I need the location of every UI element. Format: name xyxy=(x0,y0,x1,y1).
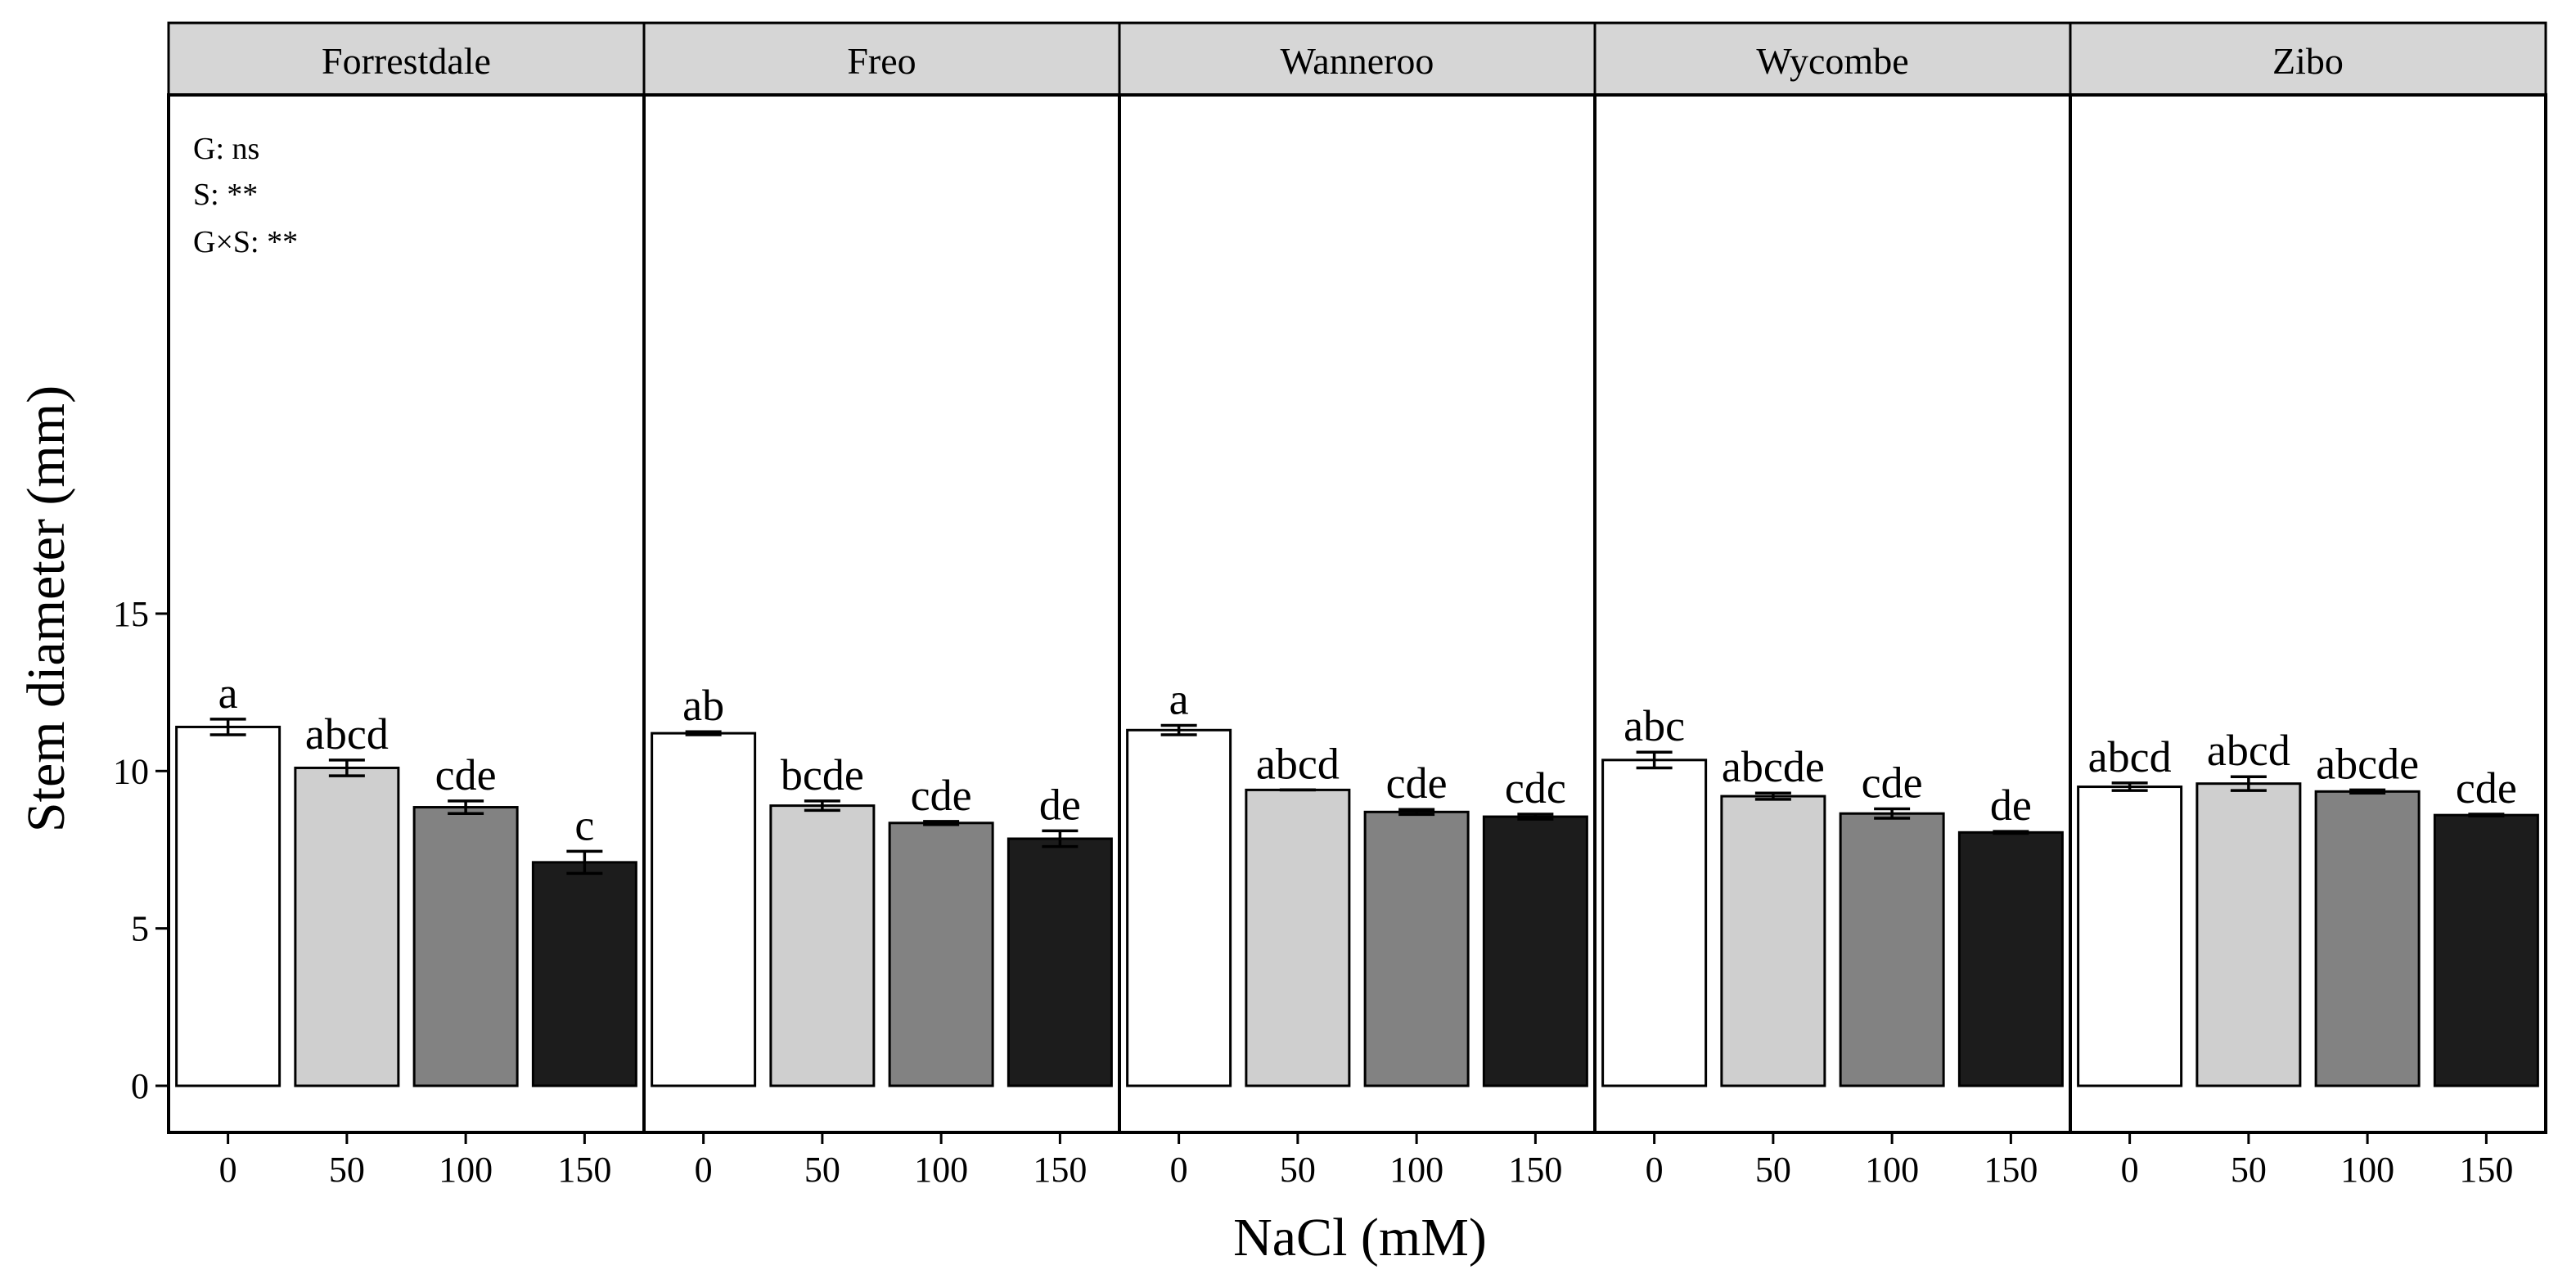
strip-freo xyxy=(642,21,1121,97)
strip-label: Wycombe xyxy=(1756,40,1908,82)
panel-wanneroo: Wanneroo a 0 abcd 50 cde 100 cdc 150 xyxy=(1118,21,1596,1190)
x-tick-label: 50 xyxy=(329,1150,365,1190)
bar xyxy=(412,806,519,1087)
significance-letter: de xyxy=(1990,781,2032,830)
significance-letter: abcd xyxy=(1256,739,1340,788)
bar xyxy=(2433,813,2539,1087)
strip-label: Zibo xyxy=(2272,40,2344,82)
y-tick-label: 0 xyxy=(131,1066,149,1106)
bar xyxy=(1839,812,1945,1087)
x-tick-label: 150 xyxy=(1984,1150,2038,1190)
strip-wycombe xyxy=(1593,21,2072,97)
significance-letter: cde xyxy=(2456,763,2517,813)
significance-letter: c xyxy=(574,800,594,849)
y-tick-label: 15 xyxy=(113,594,149,634)
x-tick-label: 50 xyxy=(2231,1150,2267,1190)
bar xyxy=(1720,795,1826,1087)
bar xyxy=(1601,759,1708,1087)
x-tick-label: 50 xyxy=(804,1150,840,1190)
panels-group: Forrestdale a 0 abcd 50 cde 100 c 150 Freo ab 0 bcde… xyxy=(167,21,2547,1190)
y-tick-label: 10 xyxy=(113,751,149,791)
significance-letter: cde xyxy=(1862,758,1923,807)
panel-frame xyxy=(2069,93,2547,1134)
x-tick-label: 150 xyxy=(1508,1150,1562,1190)
bar xyxy=(769,804,876,1087)
x-tick-label: 0 xyxy=(695,1150,713,1190)
x-tick-label: 100 xyxy=(439,1150,493,1190)
bar xyxy=(1245,788,1351,1087)
significance-letter: de xyxy=(1039,780,1081,829)
significance-letter: a xyxy=(1169,675,1189,724)
x-tick-label: 100 xyxy=(914,1150,968,1190)
x-tick-label: 0 xyxy=(219,1150,237,1190)
x-axis-title: NaCl (mM) xyxy=(1233,1208,1487,1267)
significance-annotations: G: ns S: ** G×S: ** xyxy=(193,132,298,259)
x-tick-label: 150 xyxy=(557,1150,611,1190)
x-tick-label: 150 xyxy=(2459,1150,2513,1190)
annotation-salt: S: ** xyxy=(193,178,258,212)
bar xyxy=(1363,810,1470,1087)
significance-letter: abcd xyxy=(2088,732,2172,781)
x-tick-label: 50 xyxy=(1755,1150,1791,1190)
significance-letter: cde xyxy=(435,750,497,799)
strip-label: Wanneroo xyxy=(1281,40,1434,82)
x-tick-label: 0 xyxy=(2121,1150,2139,1190)
bar xyxy=(1957,831,2064,1087)
panel-wycombe: Wycombe abc 0 abcde 50 cde 100 de 150 xyxy=(1593,21,2072,1190)
panel-freo: Freo ab 0 bcde 50 cde 100 de 150 xyxy=(642,21,1121,1190)
bar xyxy=(531,861,637,1087)
bar xyxy=(651,732,757,1087)
x-tick-label: 100 xyxy=(1389,1150,1443,1190)
bar xyxy=(294,766,400,1087)
x-tick-label: 150 xyxy=(1033,1150,1087,1190)
panel-forrestdale: Forrestdale a 0 abcd 50 cde 100 c 150 xyxy=(167,21,646,1190)
significance-letter: abcde xyxy=(1722,742,1825,791)
bar xyxy=(2314,790,2421,1087)
significance-letter: abcde xyxy=(2316,739,2419,788)
significance-letter: a xyxy=(218,669,238,718)
bar xyxy=(175,725,281,1087)
y-axis-title: Stem diameter (mm) xyxy=(16,385,76,832)
bar xyxy=(888,822,994,1087)
y-axis: 0 5 10 15 xyxy=(113,594,169,1106)
annotation-genotype: G: ns xyxy=(193,132,259,166)
significance-letter: cdc xyxy=(1505,763,1566,813)
significance-letter: abc xyxy=(1624,701,1685,750)
significance-letter: cde xyxy=(911,771,972,820)
strip-label: Forrestdale xyxy=(322,40,491,82)
bar xyxy=(1126,728,1232,1087)
panel-zibo: Zibo abcd 0 abcd 50 abcde 100 cde 150 xyxy=(2069,21,2547,1190)
y-tick-label: 5 xyxy=(131,909,149,949)
x-tick-label: 100 xyxy=(1865,1150,1919,1190)
bar xyxy=(2195,782,2302,1087)
strip-wanneroo xyxy=(1118,21,1596,97)
x-tick-label: 0 xyxy=(1646,1150,1664,1190)
significance-letter: abcd xyxy=(2207,726,2290,775)
significance-letter: cde xyxy=(1386,759,1448,808)
bar xyxy=(2077,786,2183,1087)
x-tick-label: 0 xyxy=(1170,1150,1188,1190)
strip-label: Freo xyxy=(847,40,916,82)
significance-letter: abcd xyxy=(305,709,389,759)
significance-letter: bcde xyxy=(781,750,864,799)
x-tick-label: 100 xyxy=(2340,1150,2394,1190)
annotation-interaction: G×S: ** xyxy=(193,225,298,259)
significance-letter: ab xyxy=(682,681,724,730)
x-tick-label: 50 xyxy=(1280,1150,1316,1190)
bar xyxy=(1482,815,1588,1087)
bar xyxy=(1007,837,1113,1087)
strip-forrestdale xyxy=(167,21,646,97)
